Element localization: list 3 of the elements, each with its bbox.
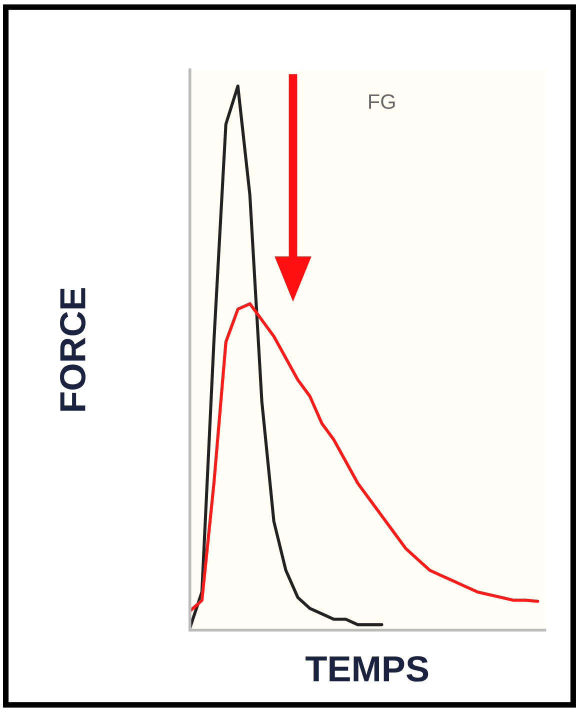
x-axis-title: TEMPS <box>306 656 428 682</box>
annotation: FG <box>369 94 395 109</box>
y-axis-title: FORCE <box>60 288 86 411</box>
